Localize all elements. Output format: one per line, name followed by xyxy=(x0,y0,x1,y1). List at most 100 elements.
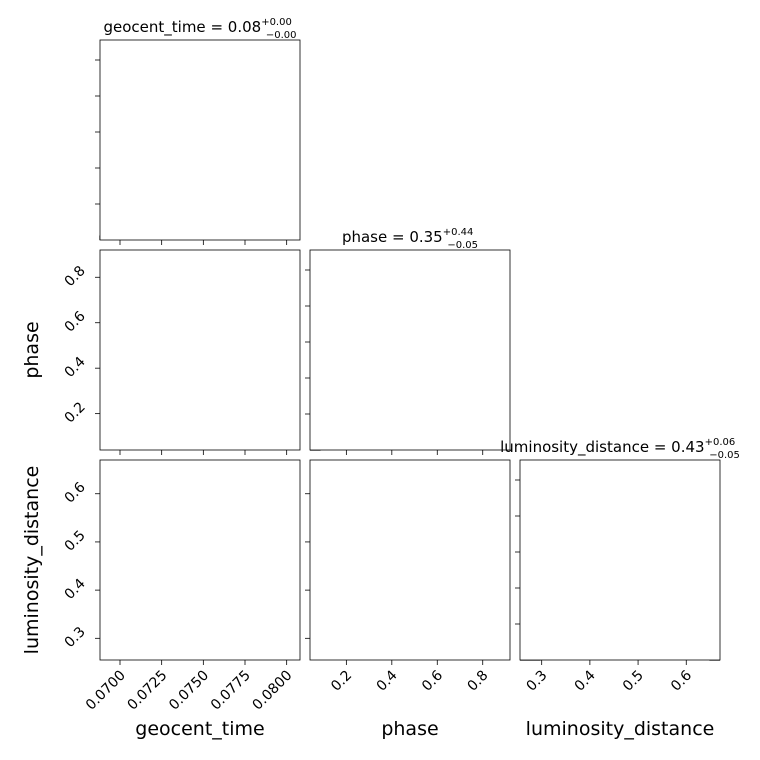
sample-point xyxy=(301,377,303,379)
sample-point xyxy=(301,394,303,396)
sample-point xyxy=(303,567,305,569)
panel-phase-histogram xyxy=(305,249,511,455)
sample-point xyxy=(304,588,306,590)
sample-point xyxy=(301,385,303,387)
panel-phase-vs-luminosity-distance xyxy=(305,459,511,665)
title-phase: phase = 0.35+0.44 −0.05 xyxy=(342,227,478,251)
sample-point xyxy=(306,568,308,570)
sample-point xyxy=(302,274,304,276)
sample-point xyxy=(303,608,305,610)
sample-point xyxy=(301,384,303,386)
sample-point xyxy=(307,571,309,573)
sample-point xyxy=(303,382,305,384)
title-phase-minus: −0.05 xyxy=(447,240,478,251)
sample-point xyxy=(307,379,309,381)
sample-point xyxy=(303,391,305,393)
sample-point xyxy=(307,375,309,377)
sample-point xyxy=(300,390,302,392)
sample-point xyxy=(307,390,309,392)
sample-point xyxy=(302,387,304,389)
sample-point xyxy=(301,388,303,390)
sample-point xyxy=(301,383,303,385)
title-geocent-time-plus: +0.00 xyxy=(261,17,292,28)
sample-point xyxy=(302,382,304,384)
sample-point xyxy=(301,591,303,593)
sample-point xyxy=(304,601,306,603)
panel-geocent-time-histogram xyxy=(95,39,301,245)
sample-point xyxy=(111,241,113,243)
sample-point xyxy=(304,389,306,391)
sample-point xyxy=(307,592,309,594)
sample-point xyxy=(303,608,305,610)
sample-point xyxy=(303,382,305,384)
sample-point xyxy=(303,382,305,384)
sample-point xyxy=(306,575,308,577)
sample-point xyxy=(305,274,307,276)
sample-point xyxy=(303,389,305,391)
sample-point xyxy=(307,594,309,596)
sample-point xyxy=(185,455,187,457)
sample-point xyxy=(303,382,305,384)
title-phase-median: 0.35 xyxy=(409,228,442,246)
sample-point xyxy=(305,585,307,587)
sample-point xyxy=(305,581,307,583)
panel-geocent-time-vs-luminosity-distance xyxy=(89,459,309,665)
sample-point xyxy=(302,383,304,385)
sample-point xyxy=(303,539,305,541)
sample-point xyxy=(303,592,305,594)
title-phase-label: phase xyxy=(342,228,387,246)
sample-point xyxy=(303,596,305,598)
sample-point xyxy=(301,606,303,608)
sample-point xyxy=(302,590,304,592)
sample-point xyxy=(303,387,305,389)
sample-point xyxy=(301,594,303,596)
sample-point xyxy=(302,574,304,576)
sample-point xyxy=(301,586,303,588)
sample-point xyxy=(307,586,309,588)
sample-point xyxy=(306,602,308,604)
sample-point xyxy=(300,391,302,393)
sample-point xyxy=(306,386,308,388)
sample-point xyxy=(89,514,91,516)
sample-point xyxy=(301,277,303,279)
sample-point xyxy=(307,376,309,378)
sample-point xyxy=(306,375,308,377)
sample-point xyxy=(84,424,86,426)
sample-point xyxy=(300,579,302,581)
sample-point xyxy=(304,597,306,599)
sample-point xyxy=(212,454,214,456)
title-geocent-time-median: 0.08 xyxy=(228,18,261,36)
title-geocent-time-label: geocent_time xyxy=(103,18,205,37)
sample-point xyxy=(302,377,304,379)
title-phase-plus: +0.44 xyxy=(443,227,474,238)
sample-point xyxy=(301,576,303,578)
sample-point xyxy=(306,381,308,383)
sample-point xyxy=(306,603,308,605)
sample-point xyxy=(300,397,302,399)
sample-point xyxy=(303,603,305,605)
sample-point xyxy=(302,582,304,584)
sample-point xyxy=(307,379,309,381)
sample-point xyxy=(302,385,304,387)
sample-point xyxy=(301,575,303,577)
sample-point xyxy=(304,593,306,595)
sample-point xyxy=(300,616,302,618)
sample-point xyxy=(301,386,303,388)
sample-point xyxy=(307,375,309,377)
sample-point xyxy=(96,326,98,328)
sample-point xyxy=(306,600,308,602)
sample-point xyxy=(301,564,303,566)
sample-point xyxy=(304,387,306,389)
sample-point xyxy=(301,493,303,495)
sample-point xyxy=(301,584,303,586)
title-geocent-time-minus: −0.00 xyxy=(266,30,297,41)
sample-point xyxy=(306,391,308,393)
sample-point xyxy=(304,581,306,583)
sample-point xyxy=(307,396,309,398)
sample-point xyxy=(301,611,303,613)
sample-point xyxy=(304,384,306,386)
sample-point xyxy=(305,602,307,604)
sample-point xyxy=(306,375,308,377)
sample-point xyxy=(301,384,303,386)
